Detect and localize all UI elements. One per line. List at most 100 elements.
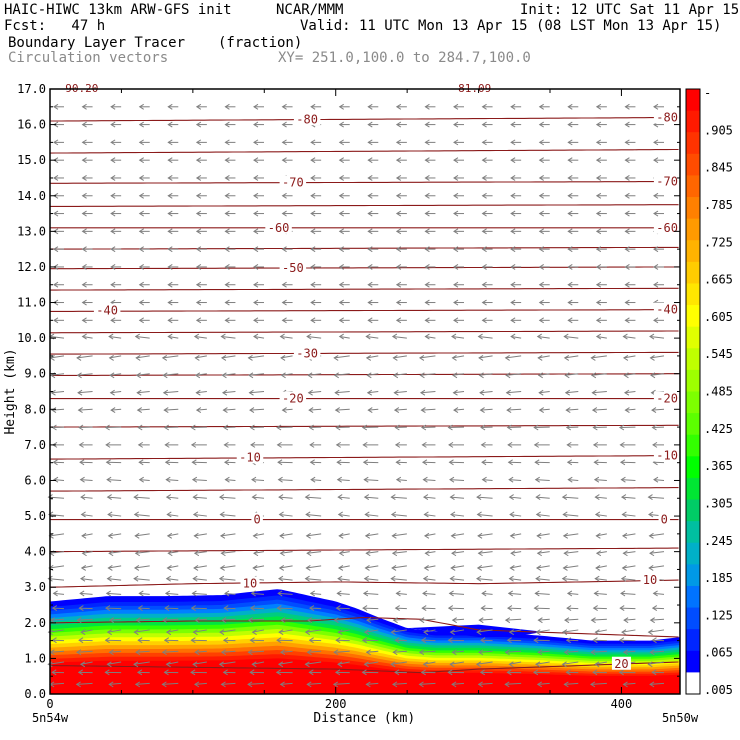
vector-arrowhead (480, 424, 486, 431)
y-tick-label: 3.0 (24, 580, 46, 594)
colorbar-label: .005 (704, 683, 733, 697)
vector-arrowhead (362, 590, 369, 597)
vector-arrowhead (305, 565, 311, 571)
circulation-vector (167, 513, 179, 517)
circulation-vector (76, 650, 93, 653)
vector-arrowhead (478, 372, 484, 379)
vector-arrowhead (50, 389, 56, 396)
circulation-vector (306, 533, 322, 537)
circulation-vector (367, 373, 379, 376)
vector-arrowhead (253, 333, 259, 340)
circulation-vector (220, 533, 236, 537)
vector-arrowhead (248, 372, 254, 379)
vector-arrowhead (107, 565, 113, 571)
vector-arrowhead (253, 121, 259, 128)
vector-arrowhead (535, 565, 542, 571)
vector-arrowhead (251, 629, 257, 636)
vector-arrowhead (306, 649, 312, 656)
circulation-vector (135, 336, 150, 339)
vector-arrowhead (193, 565, 199, 571)
vector-arrowhead (652, 590, 658, 597)
vector-arrowhead (510, 317, 516, 324)
circulation-vector (280, 355, 293, 359)
vector-arrowhead (336, 476, 342, 483)
vector-arrowhead (449, 575, 455, 582)
vector-arrowhead (195, 317, 202, 324)
vector-arrowhead (138, 264, 144, 270)
circulation-vector (621, 629, 636, 633)
circulation-vector (510, 565, 522, 569)
vector-arrowhead (367, 228, 373, 235)
circulation-vector (536, 578, 550, 581)
vector-arrowhead (252, 532, 258, 539)
vector-arrowhead (277, 476, 283, 483)
circulation-vector (595, 513, 607, 517)
colorbar-segment (686, 197, 700, 220)
circulation-vector (624, 373, 636, 376)
vector-arrowhead (195, 246, 202, 253)
circulation-vector (49, 565, 65, 569)
circulation-vector (535, 592, 550, 595)
circulation-vector (505, 650, 522, 653)
vector-arrowhead (81, 264, 87, 270)
vector-arrowhead (195, 192, 202, 199)
circulation-vector (307, 618, 322, 621)
vector-arrowhead (647, 494, 653, 500)
circulation-vector (49, 336, 65, 339)
circulation-vector (109, 682, 122, 685)
vector-arrowhead (537, 649, 543, 656)
vector-arrowhead (538, 103, 544, 110)
vector-arrowhead (104, 605, 111, 612)
circulation-vector (139, 479, 150, 481)
vector-arrowhead (506, 605, 513, 612)
vector-arrowhead (480, 637, 486, 644)
circulation-vector (225, 479, 236, 481)
vector-arrowhead (422, 494, 429, 500)
circulation-vector (279, 496, 293, 499)
vector-arrowhead (367, 264, 373, 270)
vector-arrowhead (222, 424, 229, 431)
colorbar-segment (686, 391, 700, 414)
vector-arrowhead (538, 407, 544, 414)
circulation-vector (423, 496, 436, 499)
vector-arrowhead (534, 476, 540, 483)
circulation-vector (392, 682, 407, 685)
vector-arrowhead (224, 192, 230, 199)
circulation-vector (650, 373, 665, 376)
isotherm-line (49, 661, 679, 674)
vector-arrowhead (451, 354, 457, 361)
circulation-vector (310, 592, 322, 595)
contour-label: -70 (656, 175, 678, 189)
vector-arrowhead (362, 605, 368, 612)
circulation-vector (308, 373, 322, 376)
colorbar-segment (686, 650, 700, 673)
vector-arrowhead (393, 389, 399, 396)
contour-label-bg (293, 346, 321, 360)
vector-arrowhead (253, 246, 259, 253)
circulation-vector (134, 513, 150, 517)
vector-arrowhead (110, 317, 116, 324)
circulation-vector (621, 496, 636, 499)
vector-arrowhead (391, 565, 397, 571)
vector-arrowhead (648, 532, 654, 539)
vector-arrowhead (166, 565, 172, 571)
vector-arrowhead (167, 228, 173, 235)
vector-arrowhead (336, 459, 342, 466)
vector-arrowhead (622, 354, 629, 361)
vector-arrowhead (622, 333, 628, 340)
colorbar-segment (686, 585, 700, 609)
circulation-vector (564, 336, 579, 339)
vector-arrowhead (110, 192, 116, 199)
vector-arrowhead (164, 459, 171, 466)
vector-arrowhead (277, 661, 284, 668)
vector-arrowhead (566, 590, 573, 597)
vector-arrowhead (449, 629, 455, 636)
vector-arrowhead (195, 407, 202, 414)
vector-arrowhead (590, 354, 596, 361)
vector-arrowhead (592, 637, 598, 644)
circulation-vector (166, 661, 179, 665)
circulation-vector (419, 682, 436, 685)
circulation-vector (307, 336, 322, 339)
vector-arrowhead (53, 246, 59, 253)
contour-label-bg (653, 174, 681, 188)
